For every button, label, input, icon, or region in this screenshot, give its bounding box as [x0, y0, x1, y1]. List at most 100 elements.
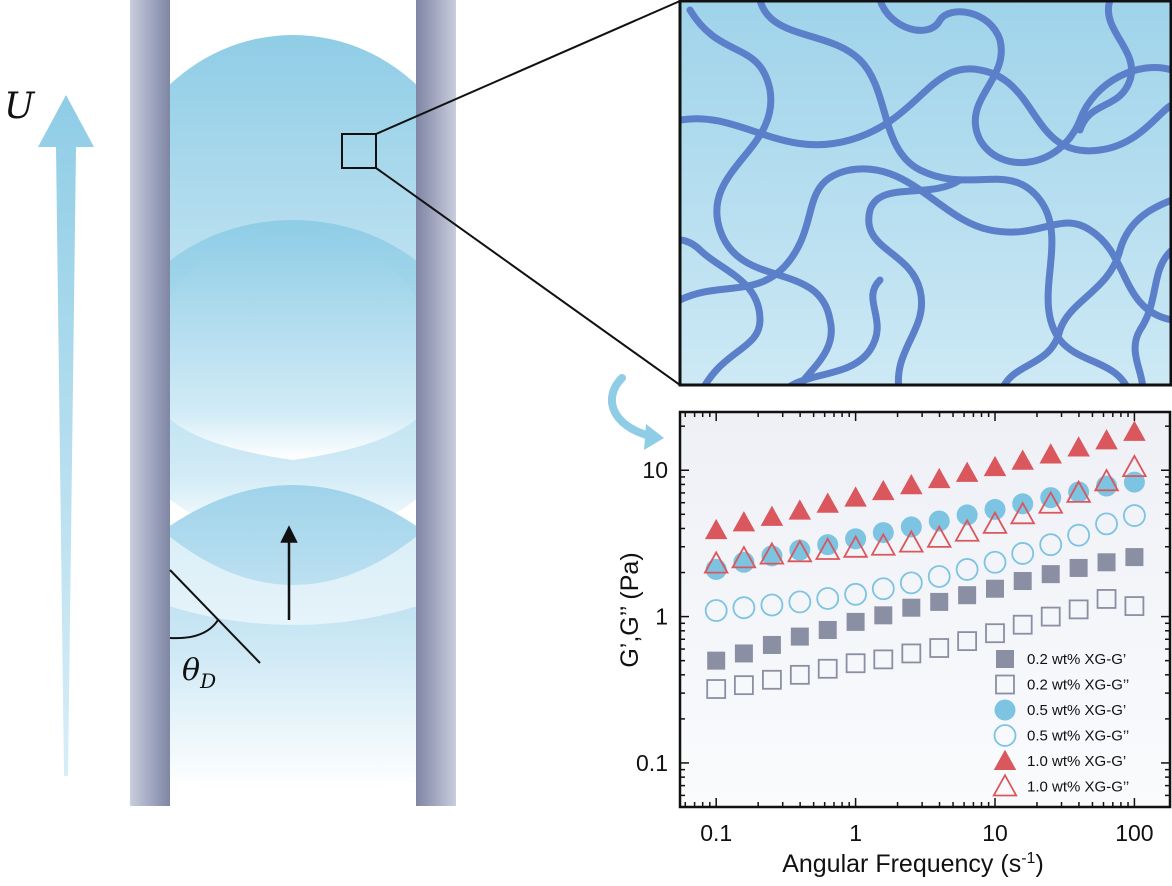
x-axis-title-exp: -1 [1021, 850, 1035, 867]
data-point [956, 504, 978, 526]
data-point [958, 586, 977, 605]
data-point [844, 582, 868, 606]
axis-ticks [680, 412, 1170, 808]
y-axis-title: G’,G’’ (Pa) [616, 552, 644, 667]
data-point [845, 528, 867, 550]
data-point [872, 479, 895, 501]
data-point [927, 467, 951, 489]
legend-label: 0.2 wt% XG-G’’ [1027, 677, 1129, 694]
data-point [731, 545, 757, 569]
legend-marker [992, 773, 1018, 797]
data-point [705, 558, 727, 580]
data-point [871, 577, 895, 601]
data-point [1068, 599, 1089, 620]
velocity-label: U [4, 86, 36, 127]
legend-label: 1.0 wt% XG-G’’ [1027, 779, 1129, 796]
data-point [789, 664, 810, 685]
data-point [899, 571, 923, 595]
data-point [818, 620, 837, 639]
curved-arrow-icon [608, 374, 664, 450]
data-point [874, 606, 893, 625]
legend-label: 0.5 wt% XG-G’ [1027, 702, 1126, 719]
data-point [703, 550, 729, 574]
data-point [1013, 572, 1032, 591]
data-point [734, 644, 753, 663]
data-point [1123, 471, 1145, 493]
y-tick-label: 0.1 [636, 750, 668, 776]
legend: 0.2 wt% XG-G’ 0.2 wt% XG-G’’ 0.5 wt% XG-G’… [992, 650, 1129, 797]
data-point [1039, 443, 1062, 464]
x-axis-title-main: Angular Frequency (s [782, 850, 1021, 878]
fluid-slugs [170, 35, 416, 790]
series-3 [704, 504, 1146, 622]
x-tick-label: 1 [849, 820, 862, 846]
data-point [1095, 429, 1118, 450]
data-point [762, 635, 781, 654]
data-point [1040, 606, 1061, 627]
zoom-connector-top [375, 0, 681, 135]
data-point [873, 649, 894, 670]
x-axis-title-close: ) [1035, 850, 1043, 878]
channel-wall-left [130, 0, 170, 806]
contact-angle-marker [169, 569, 261, 664]
legend-marker [995, 674, 1015, 695]
data-point [1096, 475, 1118, 497]
data-point [846, 612, 865, 631]
data-point [1011, 449, 1034, 470]
data-point [900, 473, 923, 495]
legend-label: 0.5 wt% XG-G’’ [1027, 728, 1129, 745]
data-point [926, 524, 953, 548]
data-point [1097, 553, 1116, 572]
x-tick-label: 100 [1115, 820, 1153, 846]
data-point [898, 529, 925, 553]
data-point [760, 505, 784, 526]
data-point [1096, 589, 1117, 609]
data-point [900, 516, 922, 538]
data-point [1095, 512, 1118, 536]
data-point [1068, 481, 1090, 503]
tick-labels: 0.1 1 10 100 0.1 1 10 [636, 457, 1154, 846]
legend-marker [996, 650, 1014, 668]
velocity-arrow [38, 95, 94, 776]
data-point [1039, 533, 1063, 557]
data-point [1125, 548, 1144, 567]
series-4 [704, 420, 1146, 540]
data-point [707, 651, 726, 670]
data-point [955, 558, 979, 581]
data-point [844, 486, 867, 507]
y-tick-label: 10 [642, 457, 668, 483]
data-point [762, 669, 782, 690]
data-point [982, 510, 1008, 534]
legend-marker [994, 699, 1016, 721]
data-point [845, 653, 866, 674]
data-point [759, 541, 785, 565]
data-point [706, 679, 727, 699]
data-point [1067, 523, 1091, 547]
data-point [928, 510, 950, 532]
data-point [788, 590, 812, 614]
series-1 [706, 589, 1145, 699]
series-0 [707, 548, 1144, 670]
data-point [1123, 504, 1146, 527]
data-point [1011, 542, 1035, 565]
data-point [704, 599, 728, 622]
data-point [984, 498, 1006, 520]
zoom-box [341, 133, 377, 169]
data-point [842, 534, 869, 558]
data-point [814, 536, 841, 560]
data-marks [703, 420, 1148, 699]
data-point [983, 455, 1007, 477]
y-tick-label: 1 [655, 604, 668, 630]
data-point [1123, 420, 1146, 441]
data-point [1041, 565, 1060, 584]
contact-angle-label: θD [182, 653, 216, 693]
data-point [788, 499, 812, 520]
data-point [986, 579, 1005, 598]
data-point [1012, 614, 1033, 635]
legend-label: 0.2 wt% XG-G’ [1027, 651, 1126, 668]
data-point [733, 675, 754, 696]
data-point [983, 550, 1007, 574]
data-point [732, 596, 756, 620]
polymer-network-inset [678, 0, 1172, 387]
